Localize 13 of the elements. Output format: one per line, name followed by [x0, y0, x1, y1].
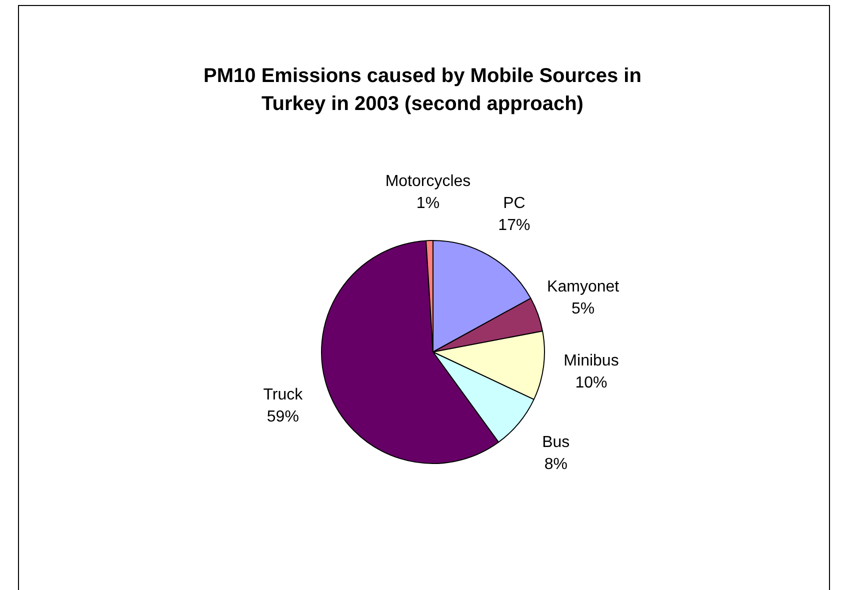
slice-label: Kamyonet [547, 278, 620, 296]
data-label: 8% [544, 456, 568, 474]
data-label: 1% [416, 194, 440, 212]
slice-label: Truck [263, 386, 304, 404]
chart-title: PM10 Emissions caused by Mobile Sources in Turkey in 2003 (second approach) [202, 64, 642, 117]
data-label: 10% [575, 374, 608, 392]
slice-label: PC [503, 195, 526, 212]
data-label: 59% [266, 408, 299, 426]
slice-label: Minibus [564, 352, 619, 370]
data-label: 17% [498, 217, 530, 234]
data-label: 5% [572, 300, 595, 318]
slice-label: Motorcycles [385, 172, 471, 190]
slice-label: Bus [542, 434, 570, 452]
